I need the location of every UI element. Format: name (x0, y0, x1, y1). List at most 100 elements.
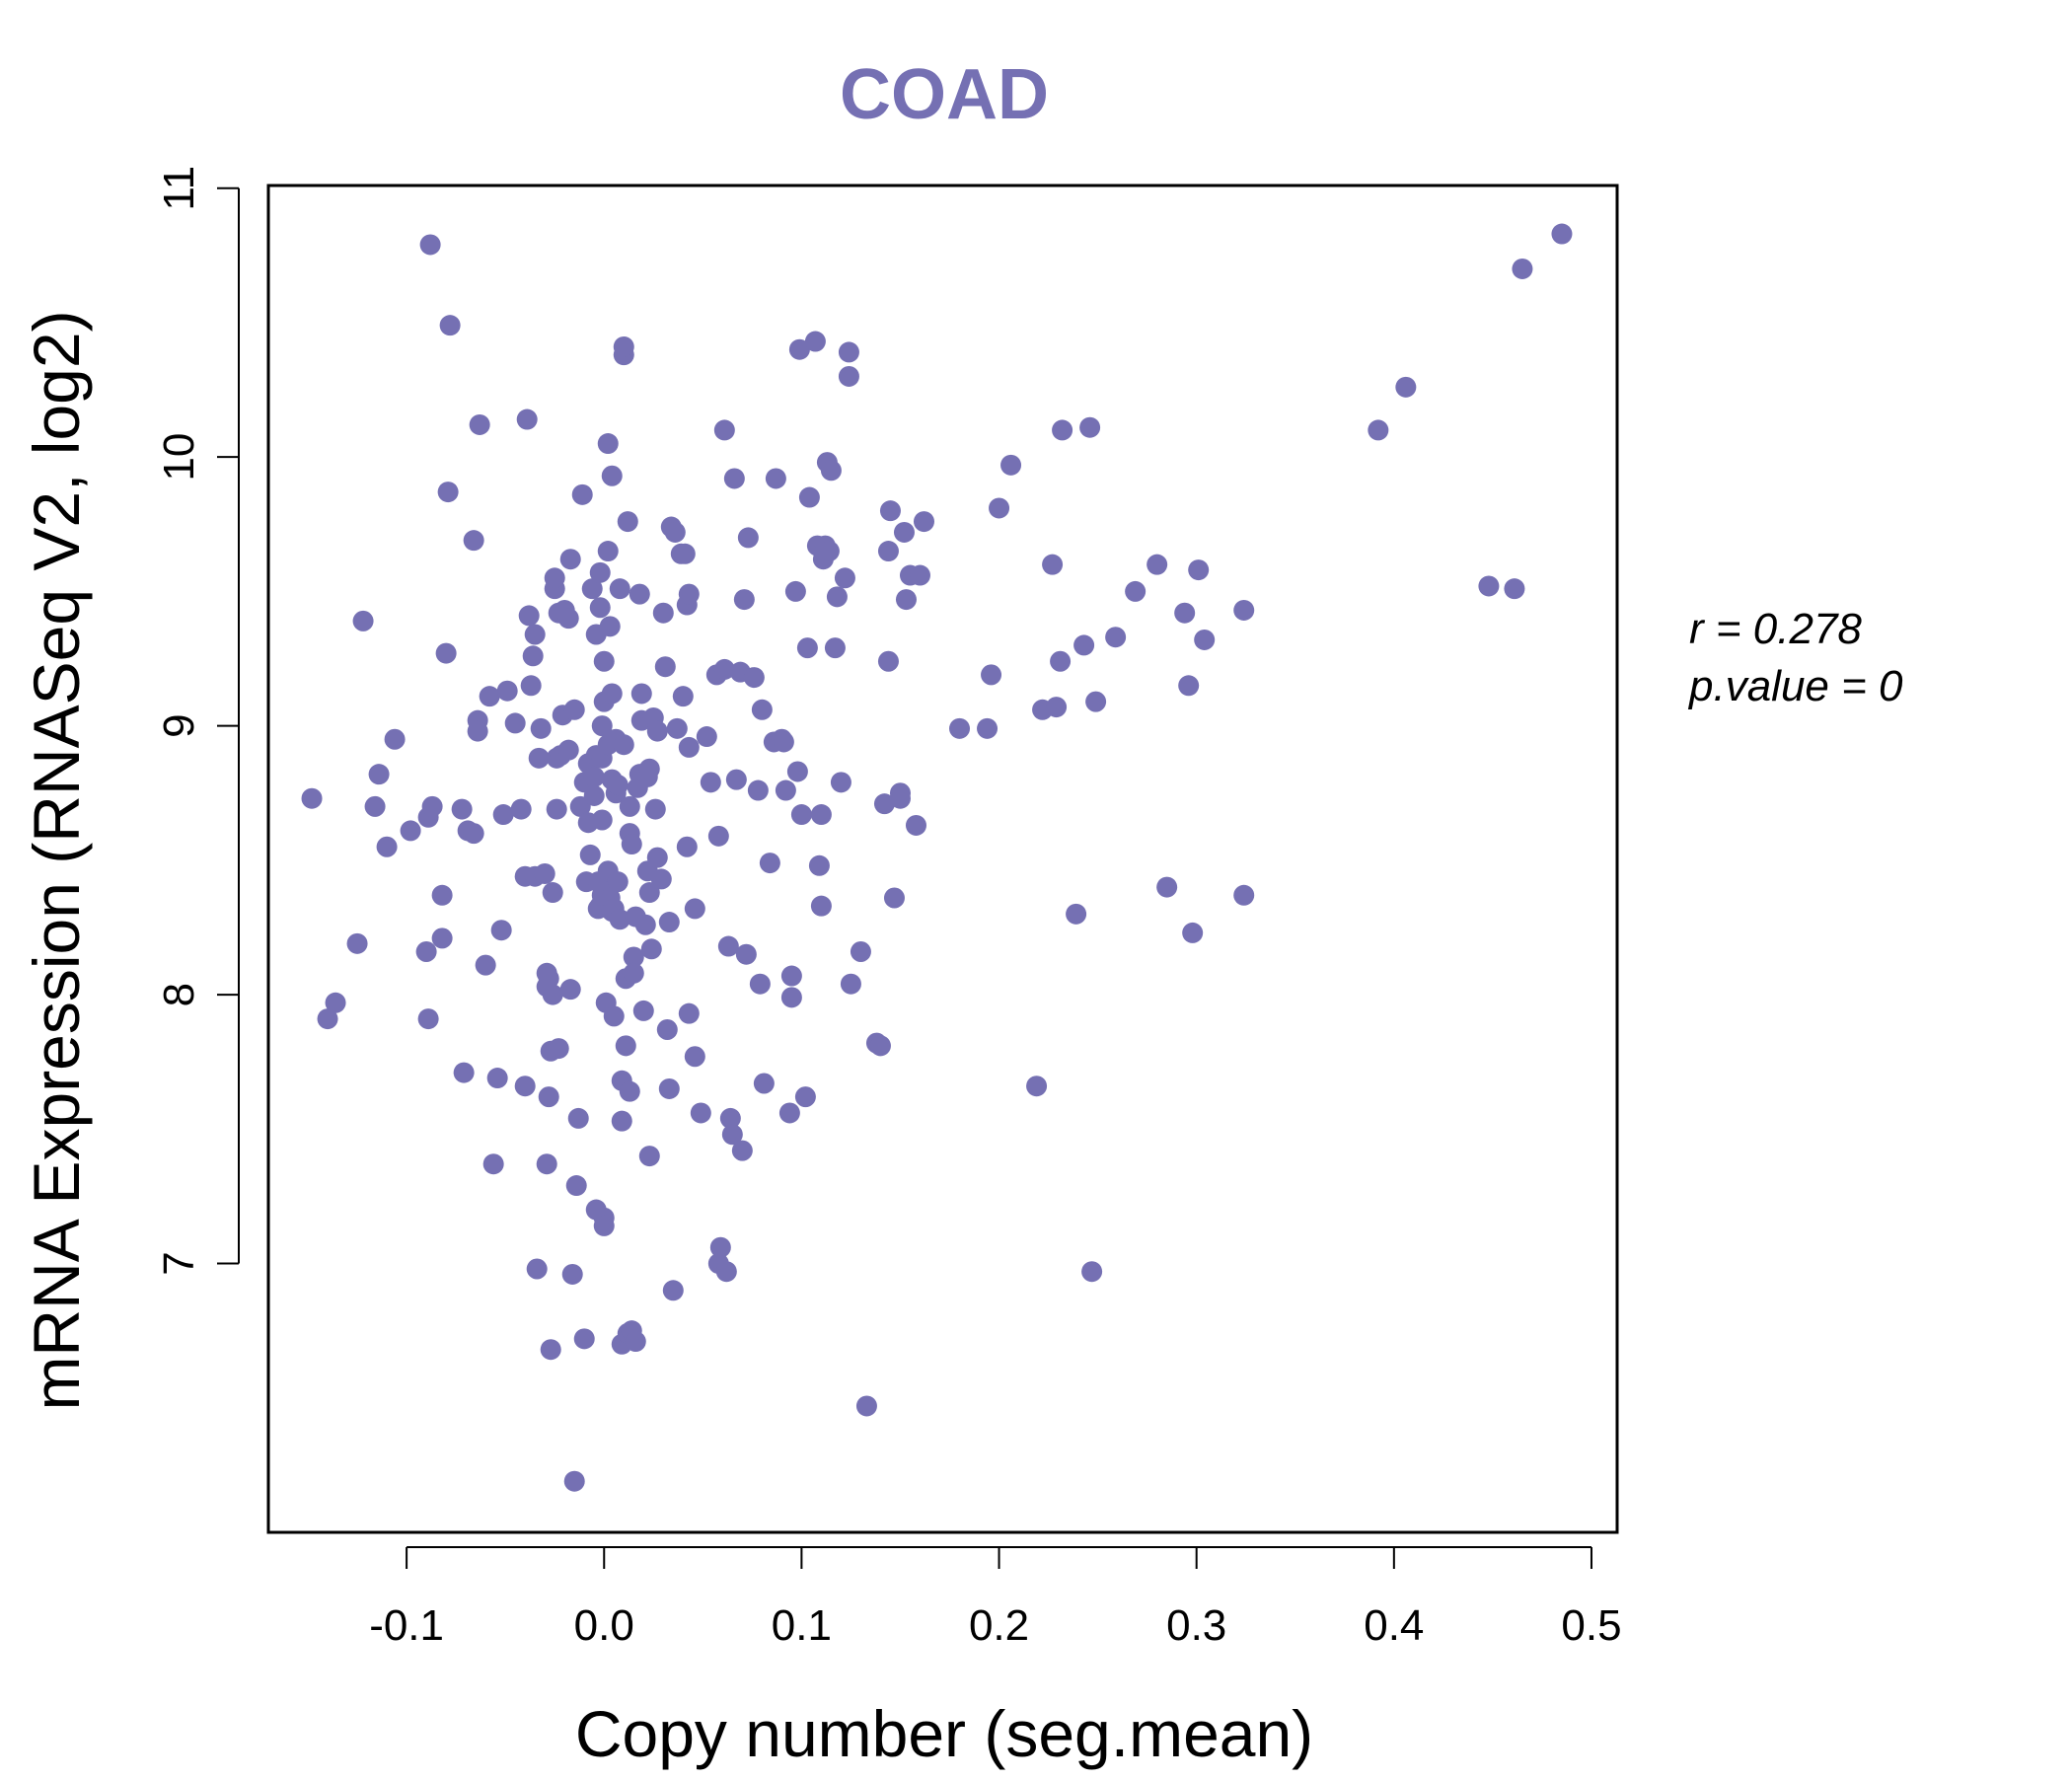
data-point (325, 992, 346, 1013)
data-point (873, 793, 895, 815)
data-point (619, 795, 640, 817)
data-point (820, 460, 842, 482)
data-point (437, 482, 459, 503)
data-point (638, 1146, 660, 1167)
data-point (559, 979, 581, 1001)
data-point (981, 664, 1002, 686)
data-point (593, 650, 615, 672)
data-point (1395, 376, 1417, 398)
data-point (646, 720, 668, 742)
data-point (1066, 903, 1087, 925)
data-point (810, 804, 832, 826)
data-point (1050, 650, 1072, 672)
data-point (678, 736, 700, 758)
x-axis: -0.1 0.0 0.1 0.2 0.3 0.4 0.5 (369, 1546, 1622, 1650)
data-point (869, 1035, 891, 1057)
data-point (905, 814, 926, 836)
data-point (1368, 419, 1389, 441)
data-point (567, 1107, 589, 1129)
data-point (759, 853, 780, 874)
data-point (573, 1328, 595, 1350)
data-point (490, 920, 512, 941)
x-tick-label: 0.2 (969, 1601, 1029, 1650)
data-point (589, 597, 611, 619)
data-point (656, 1019, 678, 1041)
data-point (451, 798, 473, 820)
data-point (715, 1261, 737, 1283)
data-point (780, 965, 802, 987)
data-point (561, 1263, 583, 1285)
data-point (1081, 1261, 1103, 1283)
data-point (1156, 876, 1178, 898)
data-point (879, 500, 901, 522)
data-point (840, 973, 861, 995)
x-axis-label: Copy number (seg.mean) (575, 1697, 1313, 1770)
data-point (435, 642, 457, 664)
data-point (607, 871, 629, 893)
data-point (565, 1175, 587, 1197)
data-point (1042, 554, 1064, 575)
data-point (520, 675, 542, 697)
data-point (804, 331, 826, 352)
data-point (630, 683, 652, 705)
data-point (838, 365, 859, 387)
data-point (877, 650, 899, 672)
data-point (534, 862, 555, 884)
data-point (617, 511, 638, 533)
data-point (638, 758, 660, 779)
data-point (579, 844, 601, 865)
x-tick-label: 0.4 (1364, 1601, 1424, 1650)
data-point (1105, 627, 1127, 648)
data-point (623, 946, 644, 968)
data-point (913, 511, 934, 533)
correlation-r: r = 0.278 (1689, 605, 1862, 653)
data-point (504, 712, 526, 734)
data-point (794, 1086, 816, 1108)
data-point (634, 914, 656, 935)
data-point (1052, 419, 1073, 441)
data-point (431, 928, 453, 949)
data-point (788, 338, 810, 360)
data-point (563, 1470, 585, 1492)
data-point (607, 775, 629, 796)
data-point (542, 984, 563, 1005)
data-point (747, 779, 769, 801)
data-point (717, 935, 739, 957)
data-point (1073, 634, 1095, 656)
data-point (1194, 629, 1216, 650)
data-point (989, 497, 1010, 519)
data-point (384, 728, 406, 750)
data-point (623, 962, 644, 984)
data-point (1079, 416, 1101, 438)
data-point (725, 769, 747, 790)
data-point (713, 658, 735, 680)
data-point (417, 1008, 439, 1030)
data-point (632, 1000, 654, 1021)
data-points (301, 223, 1573, 1492)
data-point (1233, 884, 1255, 906)
data-point (638, 882, 660, 904)
data-point (599, 616, 621, 637)
data-point (453, 1062, 475, 1083)
data-point (666, 717, 688, 739)
data-point (463, 823, 484, 845)
data-point (538, 1086, 559, 1108)
data-point (640, 938, 662, 960)
data-point (526, 1258, 548, 1280)
data-point (609, 578, 630, 600)
y-axis-label: mRNA Expression (RNASeq V2, log2) (20, 310, 93, 1410)
data-point (658, 1077, 680, 1099)
data-point (571, 483, 593, 505)
data-point (625, 1331, 646, 1353)
data-point (654, 656, 676, 678)
data-point (597, 433, 619, 455)
data-point (496, 680, 518, 702)
data-point (615, 1035, 636, 1057)
data-point (895, 589, 917, 611)
data-point (524, 624, 546, 645)
data-point (482, 1153, 504, 1175)
data-point (621, 834, 642, 855)
data-point (664, 521, 686, 543)
